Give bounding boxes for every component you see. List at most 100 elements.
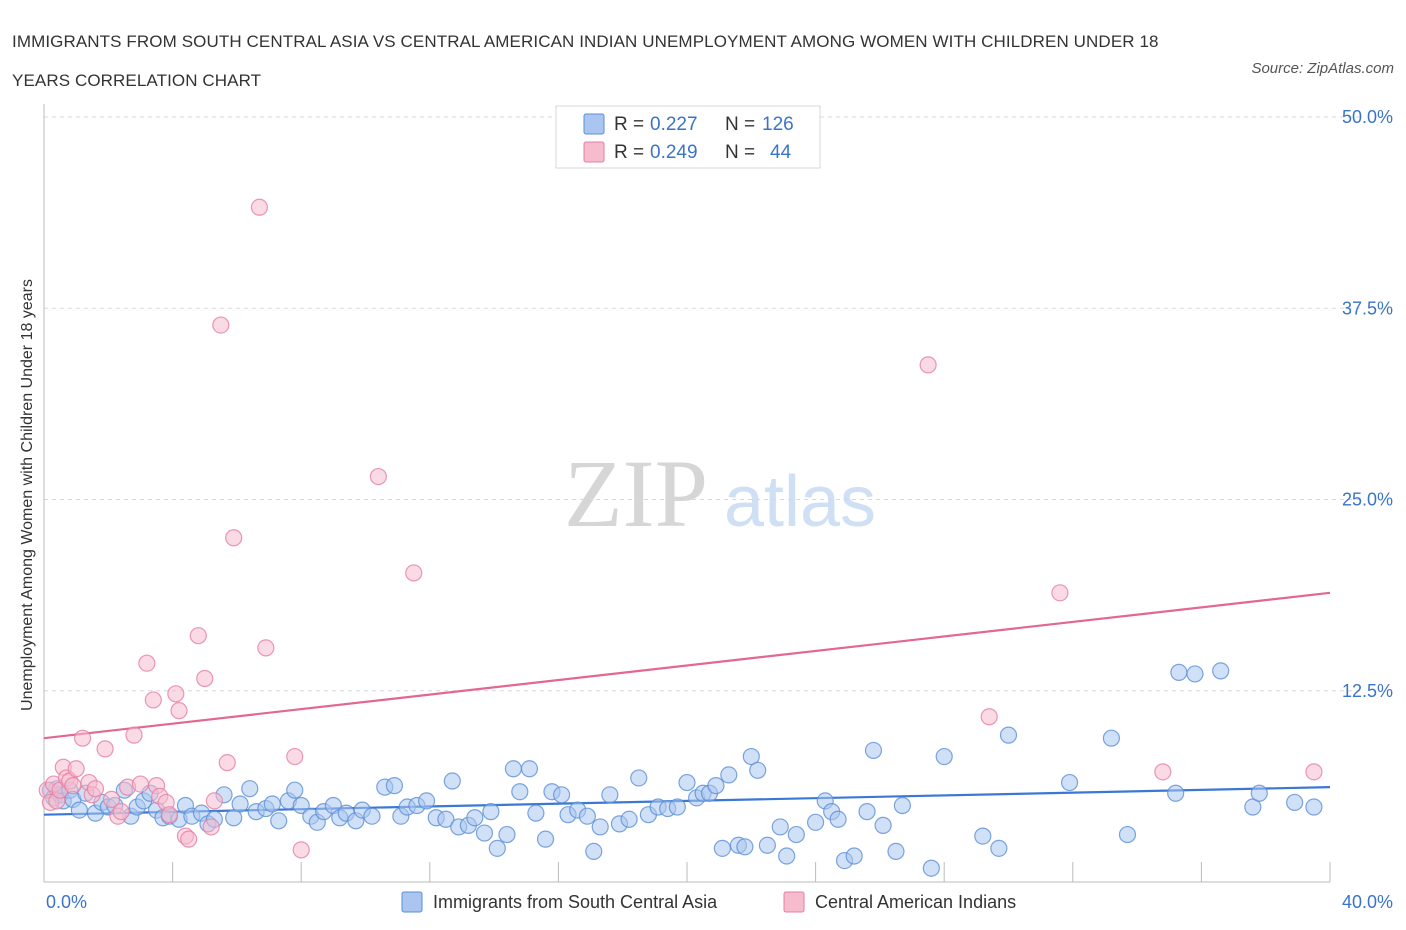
point-blue <box>475 824 494 842</box>
point-blue <box>1170 663 1188 681</box>
point-blue <box>1244 798 1262 816</box>
point-pink <box>257 639 275 657</box>
stats-legend-swatch-pink <box>583 141 605 163</box>
point-blue <box>385 777 404 795</box>
point-pink <box>405 564 423 582</box>
point-blue <box>417 792 436 810</box>
point-blue <box>999 726 1018 744</box>
point-blue <box>707 777 725 795</box>
point-pink <box>205 792 223 810</box>
point-blue <box>1286 793 1304 812</box>
point-blue <box>720 766 738 784</box>
point-blue <box>70 801 88 819</box>
point-blue <box>578 807 596 825</box>
point-blue <box>520 760 539 778</box>
point-blue <box>713 839 731 857</box>
point-blue <box>270 812 288 830</box>
point-pink <box>144 691 162 709</box>
point-pink <box>225 529 243 547</box>
point-pink <box>112 803 130 821</box>
point-blue <box>630 769 648 787</box>
point-pink <box>250 198 269 216</box>
chart-title: IMMIGRANTS FROM SOUTH CENTRAL ASIA VS CE… <box>12 32 1159 90</box>
source-label: Source: ZipAtlas.com <box>1251 60 1394 77</box>
point-blue <box>536 830 555 848</box>
watermark-zip: ZIP <box>564 440 708 547</box>
point-pink <box>125 726 143 744</box>
point-pink <box>73 729 92 747</box>
point-pink <box>96 740 114 758</box>
trend-line-pink <box>43 591 1331 740</box>
point-blue <box>678 773 696 792</box>
point-blue <box>1212 662 1230 680</box>
point-pink <box>167 685 185 703</box>
legend-swatch-pink <box>783 891 805 913</box>
point-blue <box>1186 665 1204 683</box>
point-blue <box>511 783 529 801</box>
stats-n-value-pink: 44 <box>770 142 792 163</box>
point-blue <box>601 786 619 804</box>
point-blue <box>787 825 805 844</box>
point-blue <box>1250 784 1268 802</box>
point-blue <box>286 781 304 799</box>
legend-label-blue: Immigrants from South Central Asia <box>433 892 718 912</box>
point-blue <box>874 816 892 834</box>
point-pink <box>102 790 121 808</box>
point-pink <box>180 830 198 848</box>
point-blue <box>806 813 825 831</box>
point-blue <box>974 827 992 845</box>
point-blue <box>935 747 953 766</box>
point-blue <box>443 772 461 790</box>
point-blue <box>553 786 571 804</box>
point-blue <box>893 796 912 815</box>
point-pink <box>202 818 220 836</box>
stats-r-label-blue: R = <box>614 114 644 135</box>
y-tick-label: 12.5% <box>1342 681 1393 701</box>
point-pink <box>86 780 105 798</box>
axes <box>43 104 1331 883</box>
point-blue <box>858 803 876 821</box>
point-blue <box>778 847 796 865</box>
point-blue <box>922 859 940 877</box>
point-pink <box>369 467 387 486</box>
point-blue <box>263 795 281 813</box>
x-tick-label: 0.0% <box>46 892 87 912</box>
point-blue <box>1305 798 1323 816</box>
point-pink <box>189 627 207 645</box>
point-blue <box>363 807 381 825</box>
point-blue <box>437 810 455 828</box>
point-blue <box>292 796 310 815</box>
y-tick-label: 50.0% <box>1342 107 1393 127</box>
point-blue <box>864 741 883 760</box>
point-blue <box>231 795 249 813</box>
point-pink <box>131 775 150 793</box>
point-pink <box>196 669 214 688</box>
point-blue <box>668 798 686 816</box>
point-blue <box>504 760 522 778</box>
point-blue <box>585 842 603 861</box>
point-blue <box>771 818 789 836</box>
point-pink <box>1154 763 1172 781</box>
point-blue <box>466 809 484 827</box>
gridlines <box>44 116 1360 692</box>
point-pink <box>980 708 998 726</box>
tick-labels: 12.5% 25.0% 37.5% 50.0% 0.0% 40.0% <box>46 107 1393 912</box>
watermark-atlas: atlas <box>724 462 876 542</box>
stats-r-label-pink: R = <box>614 142 644 163</box>
stats-legend: R = 0.227 N = 126 R = 0.249 N = 44 <box>555 105 821 169</box>
legend-swatch-blue <box>401 891 423 913</box>
point-pink <box>286 747 304 766</box>
point-pink <box>160 806 178 824</box>
y-tick-label: 25.0% <box>1342 490 1393 510</box>
point-pink <box>218 754 236 772</box>
point-pink <box>292 841 310 859</box>
stats-legend-swatch-blue <box>583 113 605 135</box>
point-blue <box>482 803 500 821</box>
point-blue <box>990 839 1008 857</box>
y-tick-label: 37.5% <box>1342 298 1393 318</box>
point-pink <box>919 356 937 374</box>
point-blue <box>488 839 506 857</box>
stats-n-label-blue: N = <box>725 114 755 135</box>
point-blue <box>527 804 545 822</box>
